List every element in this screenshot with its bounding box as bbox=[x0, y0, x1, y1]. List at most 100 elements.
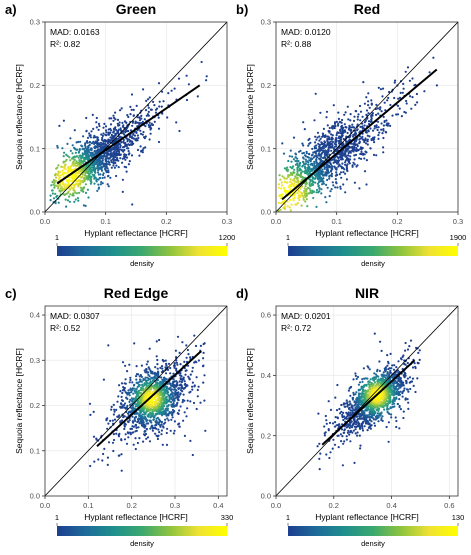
data-point bbox=[70, 150, 72, 152]
data-point bbox=[348, 411, 350, 413]
data-point bbox=[204, 430, 206, 432]
data-point bbox=[382, 146, 384, 148]
data-point bbox=[63, 155, 65, 157]
data-point bbox=[87, 159, 89, 161]
data-point bbox=[165, 360, 167, 362]
data-point bbox=[161, 106, 163, 108]
data-point bbox=[313, 163, 315, 165]
data-point bbox=[102, 174, 104, 176]
data-point bbox=[97, 169, 99, 171]
data-point bbox=[304, 195, 306, 197]
data-point bbox=[395, 113, 397, 115]
data-point bbox=[379, 108, 381, 110]
data-point bbox=[164, 419, 166, 421]
data-point bbox=[302, 216, 304, 218]
data-point bbox=[146, 363, 148, 365]
data-point bbox=[324, 168, 326, 170]
colorbar-max-label: 1200 bbox=[219, 233, 236, 242]
data-point bbox=[184, 374, 186, 376]
data-point bbox=[196, 376, 198, 378]
data-point bbox=[327, 124, 329, 126]
data-point bbox=[338, 118, 340, 120]
panel-title: Red bbox=[354, 1, 380, 17]
data-point bbox=[414, 391, 416, 393]
data-point bbox=[137, 442, 139, 444]
data-point bbox=[407, 348, 409, 350]
data-point bbox=[79, 141, 81, 143]
x-tick-label: 0.3 bbox=[222, 217, 232, 226]
data-point bbox=[112, 162, 114, 164]
data-point bbox=[386, 354, 388, 356]
data-point bbox=[183, 361, 185, 363]
data-point bbox=[295, 203, 297, 205]
data-point bbox=[84, 174, 86, 176]
data-point bbox=[359, 126, 361, 128]
data-point bbox=[154, 366, 156, 368]
data-point bbox=[138, 437, 140, 439]
data-point bbox=[186, 357, 188, 359]
data-point bbox=[131, 381, 133, 383]
data-point bbox=[147, 98, 149, 100]
data-point bbox=[93, 150, 95, 152]
data-point bbox=[151, 377, 153, 379]
data-point bbox=[166, 432, 168, 434]
data-point bbox=[133, 384, 135, 386]
data-point bbox=[374, 127, 376, 129]
data-point bbox=[128, 364, 130, 366]
mad-stat: MAD: 0.0163 bbox=[50, 27, 100, 37]
data-point bbox=[307, 164, 309, 166]
data-point bbox=[115, 175, 117, 177]
y-tick-label: 0.1 bbox=[30, 446, 40, 455]
data-point bbox=[297, 192, 299, 194]
data-point bbox=[92, 174, 94, 176]
data-point bbox=[162, 444, 164, 446]
data-point bbox=[112, 120, 114, 122]
data-point bbox=[403, 411, 405, 413]
data-point bbox=[373, 422, 375, 424]
data-point bbox=[120, 438, 122, 440]
data-point bbox=[328, 428, 330, 430]
data-point bbox=[305, 185, 307, 187]
data-point bbox=[336, 186, 338, 188]
data-point bbox=[340, 433, 342, 435]
data-point bbox=[399, 405, 401, 407]
data-point bbox=[162, 425, 164, 427]
data-point bbox=[331, 139, 333, 141]
data-point bbox=[193, 361, 195, 363]
data-point bbox=[142, 386, 144, 388]
data-point bbox=[333, 104, 335, 106]
data-point bbox=[168, 388, 170, 390]
data-point bbox=[298, 151, 300, 153]
data-point bbox=[394, 80, 396, 82]
data-point bbox=[352, 407, 354, 409]
data-point bbox=[365, 183, 367, 185]
data-point bbox=[316, 156, 318, 158]
data-point bbox=[191, 389, 193, 391]
data-point bbox=[169, 411, 171, 413]
data-point bbox=[290, 150, 292, 152]
data-point bbox=[417, 362, 419, 364]
data-point bbox=[133, 342, 135, 344]
data-point bbox=[179, 394, 181, 396]
data-point bbox=[143, 136, 145, 138]
data-point bbox=[197, 389, 199, 391]
data-point bbox=[185, 344, 187, 346]
r2-stat: R²: 0.52 bbox=[50, 323, 81, 333]
data-point bbox=[121, 396, 123, 398]
data-point bbox=[347, 132, 349, 134]
data-point bbox=[174, 88, 176, 90]
data-point bbox=[119, 146, 121, 148]
data-point bbox=[129, 377, 131, 379]
data-point bbox=[382, 151, 384, 153]
x-tick-label: 0.0 bbox=[40, 217, 50, 226]
data-point bbox=[166, 405, 168, 407]
data-point bbox=[397, 98, 399, 100]
x-tick-label: 0.3 bbox=[453, 217, 463, 226]
data-point bbox=[381, 122, 383, 124]
data-point bbox=[340, 177, 342, 179]
x-tick-label: 0.2 bbox=[161, 217, 171, 226]
data-point bbox=[179, 380, 181, 382]
data-point bbox=[172, 416, 174, 418]
data-point bbox=[149, 412, 151, 414]
data-point bbox=[180, 405, 182, 407]
